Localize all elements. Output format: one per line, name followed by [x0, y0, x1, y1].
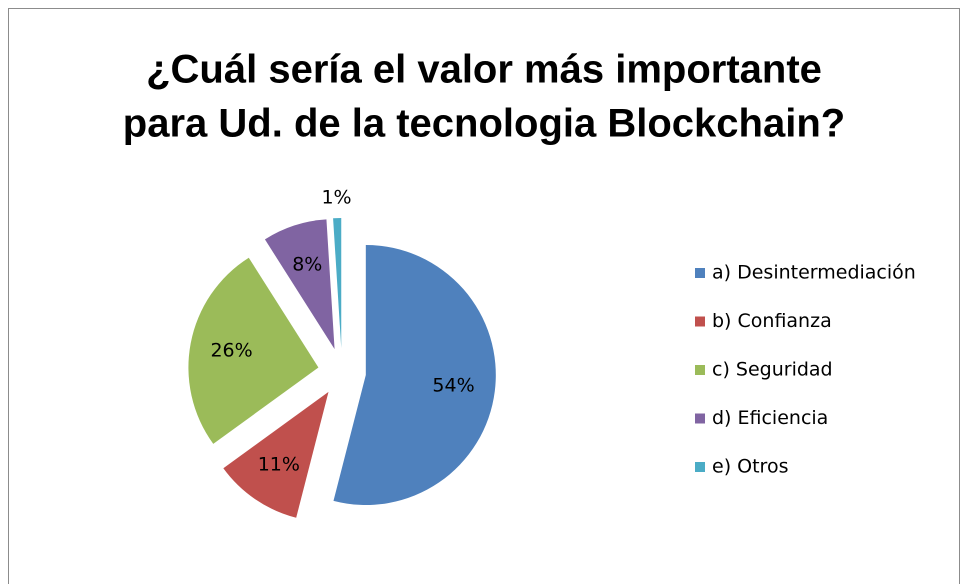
pie-slice [333, 218, 342, 349]
legend-swatch [695, 365, 705, 375]
legend-label: d) Eficiencia [712, 407, 828, 429]
legend-swatch [695, 462, 705, 472]
chart-title: para Ud. de la tecnologia Blockchain? [123, 102, 845, 146]
pie-slice [333, 245, 496, 506]
data-label: 26% [210, 339, 252, 361]
data-label: 8% [292, 254, 322, 276]
pie-slice [188, 257, 319, 444]
legend-swatch [695, 268, 705, 278]
data-label: 54% [432, 375, 474, 397]
legend-swatch [695, 316, 705, 327]
pie-slice [223, 391, 329, 518]
pie-slice [264, 219, 335, 350]
legend-label: e) Otros [712, 456, 788, 478]
legend-label: b) Confianza [712, 310, 832, 332]
chart-border [8, 8, 960, 584]
data-label: 1% [321, 187, 351, 209]
legend-swatch [695, 413, 705, 424]
legend-label: a) Desintermediación [712, 262, 916, 284]
chart-title: ¿Cuál sería el valor más importante [146, 48, 822, 92]
legend-label: c) Seguridad [712, 359, 833, 381]
data-label: 11% [258, 453, 300, 475]
